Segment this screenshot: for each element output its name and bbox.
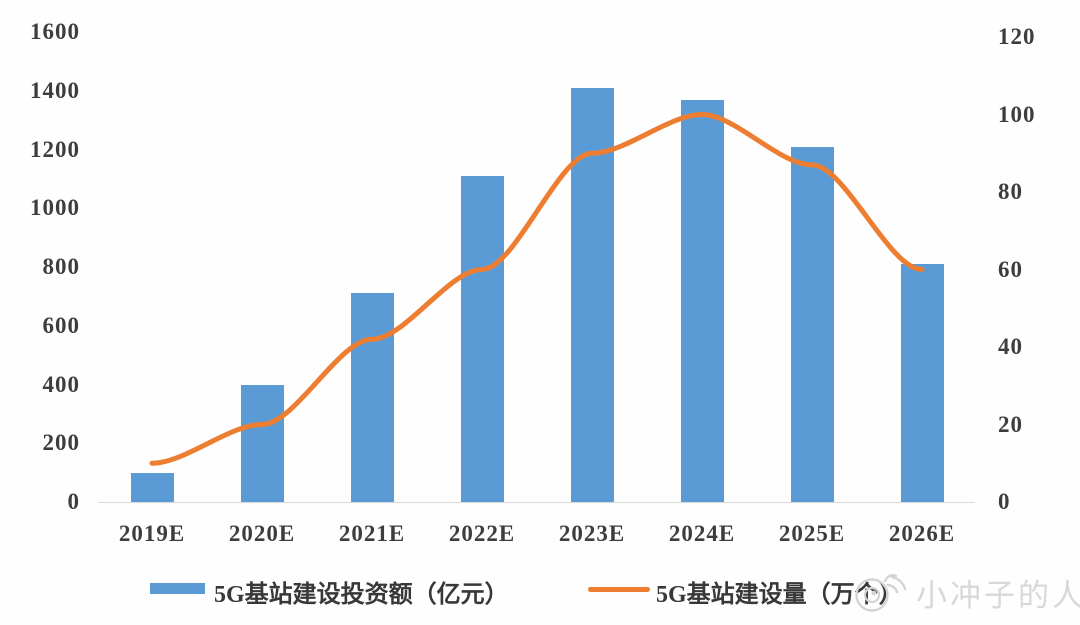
left-axis-tick-label: 400 (42, 371, 80, 397)
x-axis-category-label: 2021E (338, 521, 406, 546)
left-axis-tick-label: 800 (42, 254, 80, 279)
right-axis-tick-label: 120 (998, 24, 1036, 49)
left-axis-tick-label: 0 (67, 489, 80, 514)
x-axis-category-label: 2024E (668, 521, 736, 546)
bar-2019E (130, 472, 174, 502)
x-axis-category-label: 2026E (888, 521, 956, 546)
line-series-swatch (588, 587, 650, 592)
right-axis-tick-label: 100 (998, 101, 1036, 127)
bar-2025E (790, 146, 834, 502)
bar-series-legend-label: 5G基站建设投资额（亿元） (214, 582, 509, 608)
right-axis-tick-label: 0 (998, 489, 1011, 514)
right-axis-tick-label: 40 (998, 334, 1023, 359)
right-axis-tick-label: 80 (998, 179, 1023, 204)
right-axis-tick-label: 60 (998, 256, 1023, 282)
left-axis-tick-label: 1200 (30, 136, 80, 162)
x-axis-category-label: 2019E (118, 521, 186, 546)
bar-2024E (680, 99, 724, 502)
x-axis-line (98, 502, 975, 503)
x-axis-category-label: 2022E (448, 521, 516, 546)
bar-2026E (900, 264, 944, 502)
right-axis-tick-label: 20 (998, 411, 1023, 437)
legend: 5G基站建设投资额（亿元） 5G基站建设量（万个） (0, 572, 1080, 608)
watermark: 小冲子的人 (848, 564, 1080, 621)
x-axis-category-label: 2020E (228, 521, 296, 546)
bar-2020E (240, 384, 284, 502)
left-axis-tick-label: 600 (42, 312, 80, 338)
x-axis-category-label: 2025E (778, 521, 846, 546)
left-axis-tick-label: 1400 (30, 77, 80, 103)
watermark-text: 小冲子的人 (916, 578, 1080, 613)
weibo-icon (848, 564, 910, 621)
left-axis-tick-label: 200 (42, 430, 80, 456)
bar-series-swatch (150, 583, 205, 594)
left-axis-tick-label: 1600 (30, 19, 80, 44)
x-axis-category-label: 2023E (558, 521, 626, 546)
line-series-legend-label: 5G基站建设量（万个） (656, 582, 903, 608)
bar-2021E (350, 293, 394, 502)
left-axis-tick-label: 1000 (30, 195, 80, 221)
bar-2022E (460, 175, 504, 502)
